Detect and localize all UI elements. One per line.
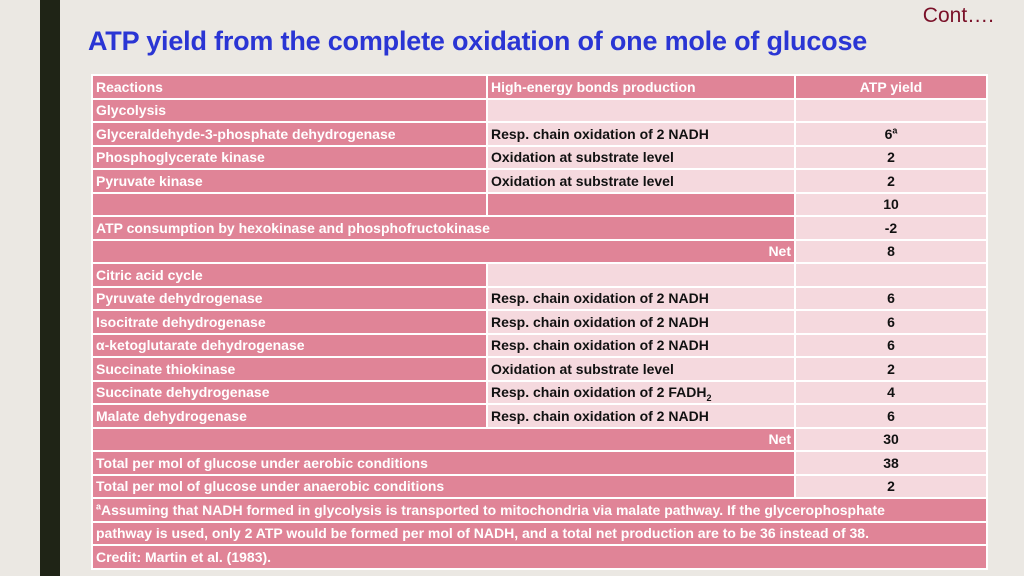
reaction-cell: Glyceraldehyde-3-phosphate dehydrogenase	[91, 121, 488, 147]
yield-cell: 4	[794, 379, 988, 405]
continued-label: Cont….	[922, 4, 994, 27]
production-cell: Resp. chain oxidation of 2 NADH	[486, 121, 796, 147]
yield-cell: 6	[794, 309, 988, 335]
total-value: 2	[794, 473, 988, 499]
credit-text: Credit: Martin et al. (1983).	[91, 544, 988, 570]
production-cell: Resp. chain oxidation of 2 FADH2	[486, 379, 796, 405]
consumption-row: ATP consumption by hexokinase and phosph…	[91, 215, 988, 241]
net-label: Net	[91, 238, 796, 264]
section-row-glycolysis: Glycolysis	[91, 97, 988, 123]
yield-cell: 6	[794, 285, 988, 311]
atp-yield-table: Reactions High-energy bonds production A…	[91, 74, 988, 570]
slide-title: ATP yield from the complete oxidation of…	[88, 26, 868, 56]
column-header-production: High-energy bonds production	[486, 74, 796, 100]
production-cell: Resp. chain oxidation of 2 NADH	[486, 309, 796, 335]
section-row-citric-acid-cycle: Citric acid cycle	[91, 262, 988, 288]
total-value: 38	[794, 450, 988, 476]
footnote-line-1: Assuming that NADH formed in glycolysis …	[101, 501, 885, 518]
table-row: Malate dehydrogenase Resp. chain oxidati…	[91, 403, 988, 429]
footnote-row-1: aAssuming that NADH formed in glycolysis…	[91, 497, 988, 523]
credit-row: Credit: Martin et al. (1983).	[91, 544, 988, 570]
table-row: α-ketoglutarate dehydrogenase Resp. chai…	[91, 332, 988, 358]
table-row: Succinate thiokinase Oxidation at substr…	[91, 356, 988, 382]
yield-cell: 6	[794, 403, 988, 429]
yield-cell: 6	[794, 332, 988, 358]
table-row: Isocitrate dehydrogenase Resp. chain oxi…	[91, 309, 988, 335]
total-row-anaerobic: Total per mol of glucose under anaerobic…	[91, 473, 988, 499]
section-label: Citric acid cycle	[91, 262, 488, 288]
net-row: Net 8	[91, 238, 988, 264]
table-row: Succinate dehydrogenase Resp. chain oxid…	[91, 379, 988, 405]
consumption-label: ATP consumption by hexokinase and phosph…	[91, 215, 796, 241]
total-label: Total per mol of glucose under aerobic c…	[91, 450, 796, 476]
footnote-text: aAssuming that NADH formed in glycolysis…	[91, 497, 988, 523]
net-row: Net 30	[91, 426, 988, 452]
reaction-cell: Malate dehydrogenase	[91, 403, 488, 429]
footnote-marker: a	[96, 501, 102, 512]
reaction-cell: Pyruvate dehydrogenase	[91, 285, 488, 311]
yield-cell: 6a	[794, 121, 988, 147]
column-header-reactions: Reactions	[91, 74, 488, 100]
subtotal-row: 10	[91, 191, 988, 217]
footnote-line-2: pathway is used, only 2 ATP would be for…	[91, 520, 988, 546]
net-value: 30	[794, 426, 988, 452]
yield-cell: 2	[794, 144, 988, 170]
footnote-row-2: pathway is used, only 2 ATP would be for…	[91, 520, 988, 546]
yield-value: 6	[884, 125, 893, 142]
table-header-row: Reactions High-energy bonds production A…	[91, 74, 988, 100]
production-text: Resp. chain oxidation of 2 FADH	[491, 384, 707, 401]
production-cell: Oxidation at substrate level	[486, 168, 796, 194]
footnote-marker: a	[892, 125, 898, 136]
production-cell: Oxidation at substrate level	[486, 356, 796, 382]
production-cell: Resp. chain oxidation of 2 NADH	[486, 285, 796, 311]
reaction-cell: Isocitrate dehydrogenase	[91, 309, 488, 335]
yield-cell: 2	[794, 356, 988, 382]
left-accent-bar	[40, 0, 60, 576]
net-value: 8	[794, 238, 988, 264]
yield-cell: 2	[794, 168, 988, 194]
production-cell: Resp. chain oxidation of 2 NADH	[486, 403, 796, 429]
reaction-cell: Succinate thiokinase	[91, 356, 488, 382]
section-label: Glycolysis	[91, 97, 488, 123]
total-row-aerobic: Total per mol of glucose under aerobic c…	[91, 450, 988, 476]
table-row: Pyruvate kinase Oxidation at substrate l…	[91, 168, 988, 194]
reaction-cell: α-ketoglutarate dehydrogenase	[91, 332, 488, 358]
table-row: Glyceraldehyde-3-phosphate dehydrogenase…	[91, 121, 988, 147]
subscript: 2	[706, 393, 712, 404]
table-row: Phosphoglycerate kinase Oxidation at sub…	[91, 144, 988, 170]
column-header-yield: ATP yield	[794, 74, 988, 100]
consumption-value: -2	[794, 215, 988, 241]
reaction-cell: Pyruvate kinase	[91, 168, 488, 194]
reaction-cell: Phosphoglycerate kinase	[91, 144, 488, 170]
subtotal-value: 10	[794, 191, 988, 217]
production-cell: Resp. chain oxidation of 2 NADH	[486, 332, 796, 358]
net-label: Net	[91, 426, 796, 452]
table-row: Pyruvate dehydrogenase Resp. chain oxida…	[91, 285, 988, 311]
production-cell: Oxidation at substrate level	[486, 144, 796, 170]
total-label: Total per mol of glucose under anaerobic…	[91, 473, 796, 499]
reaction-cell: Succinate dehydrogenase	[91, 379, 488, 405]
